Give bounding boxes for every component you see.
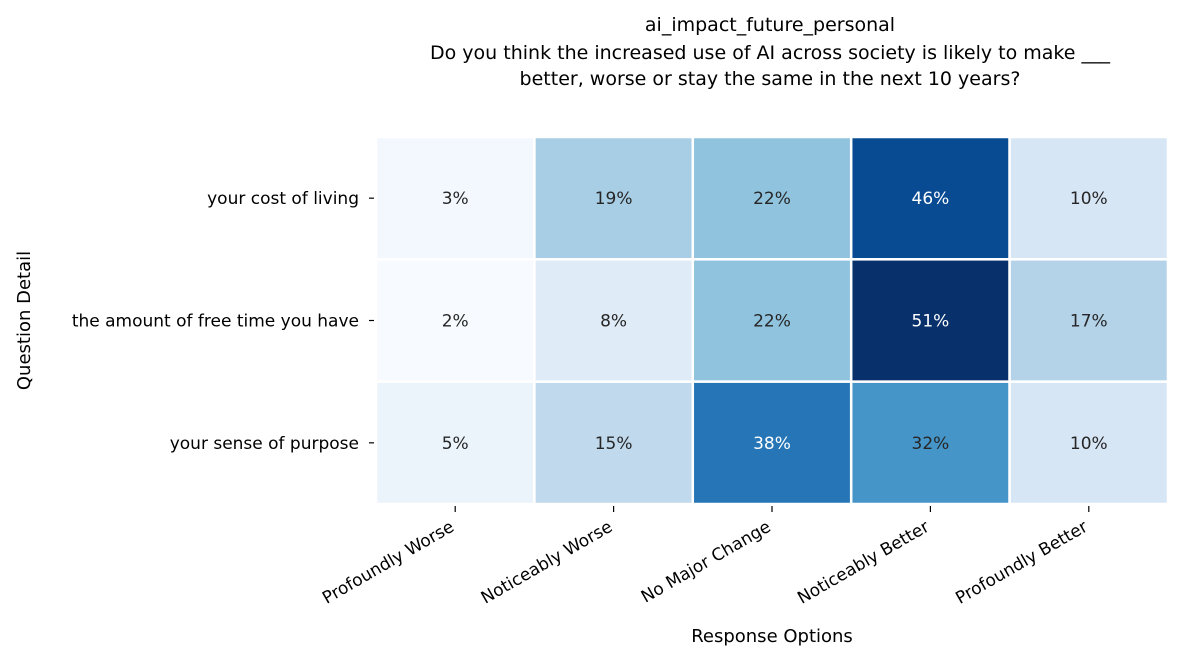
cell-value-label: 8% <box>600 312 627 332</box>
y-tick-label: the amount of free time you have <box>72 312 359 332</box>
y-tick-label: your cost of living <box>207 189 359 209</box>
heatmap-cell <box>1008 135 1170 261</box>
cell-value-label: 5% <box>442 434 469 454</box>
chart-title-line-1: ai_impact_future_personal <box>644 14 896 36</box>
cell-value-label: 17% <box>1070 312 1108 332</box>
cell-value-label: 10% <box>1070 189 1108 209</box>
x-tick-label: Noticeably Better <box>794 517 933 609</box>
cell-value-label: 19% <box>595 189 633 209</box>
cell-value-label: 46% <box>912 189 950 209</box>
chart-title-line-2: Do you think the increased use of AI acr… <box>430 42 1110 64</box>
x-tick-label: Noticeably Worse <box>478 517 616 608</box>
cell-value-label: 32% <box>912 434 950 454</box>
cell-value-label: 51% <box>912 312 950 332</box>
cell-value-label: 22% <box>753 189 791 209</box>
heatmap-cell <box>849 258 1011 383</box>
y-axis-label: Question Detail <box>14 251 35 390</box>
cell-value-label: 10% <box>1070 434 1108 454</box>
heatmap-cell <box>691 135 853 261</box>
x-axis-label: Response Options <box>691 626 853 647</box>
heatmap-cell <box>374 135 536 261</box>
x-tick-label: No Major Change <box>638 517 775 607</box>
chart-title-line-3: better, worse or stay the same in the ne… <box>519 68 1021 90</box>
y-tick-label: your sense of purpose <box>170 434 359 454</box>
heatmap-cell <box>533 258 695 383</box>
heatmap-cell <box>374 258 536 383</box>
x-tick-label: Profoundly Better <box>952 517 1091 609</box>
cell-value-label: 2% <box>442 312 469 332</box>
heatmap-cell <box>374 380 536 506</box>
heatmap-cell <box>1008 380 1170 506</box>
cell-value-label: 22% <box>753 312 791 332</box>
heatmap-cell <box>1008 258 1170 383</box>
cell-value-label: 38% <box>753 434 791 454</box>
cell-value-label: 3% <box>442 189 469 209</box>
heatmap-cell <box>691 380 853 506</box>
cell-value-label: 15% <box>595 434 633 454</box>
x-tick-label: Profoundly Worse <box>319 517 458 609</box>
